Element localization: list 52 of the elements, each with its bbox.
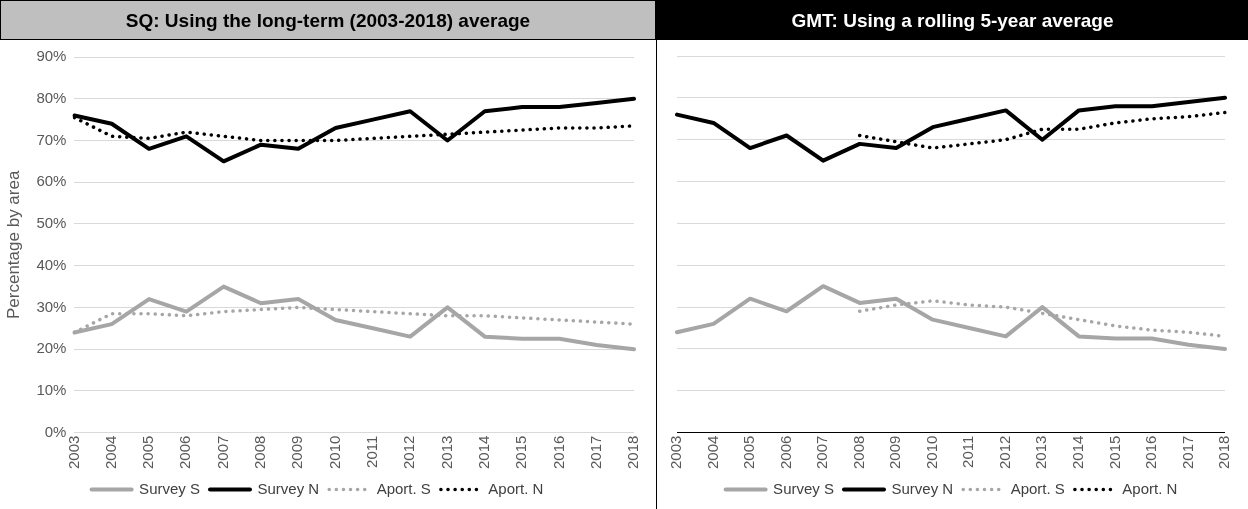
y-axis-title: Percentage by area [3,170,23,320]
x-tick-label: 2014 [474,435,492,470]
legend-label: Aport. N [488,479,544,497]
chart-title: GMT: Using a rolling 5-year average [657,0,1248,40]
legend-label: Survey N [257,479,320,497]
x-tick-label: 2006 [176,435,194,470]
legend-label: Survey N [891,479,954,497]
x-tick-label: 2012 [400,435,418,470]
x-tick-label: 2004 [101,435,119,470]
x-tick-label: 2008 [849,435,867,470]
x-tick-label: 2011 [363,435,380,468]
y-tick-label: 40% [36,255,67,273]
y-tick-label: 10% [36,381,67,399]
chart-title: SQ: Using the long-term (2003-2018) average [0,0,656,40]
x-tick-label: 2004 [703,435,721,470]
x-tick-label: 2017 [586,435,604,470]
y-tick-label: 90% [36,47,67,65]
y-tick-label: 30% [36,297,67,315]
x-tick-label: 2018 [1215,435,1233,470]
x-tick-label: 2009 [288,435,306,470]
x-tick-label: 2014 [1069,435,1087,470]
x-tick-label: 2016 [549,435,567,470]
y-tick-label: 0% [44,422,67,440]
x-tick-label: 2003 [667,435,685,470]
x-tick-label: 2018 [624,435,642,470]
legend-label: Aport. N [1122,479,1178,497]
legend-label: Survey S [139,479,200,497]
x-tick-label: 2012 [995,435,1013,470]
legend-label: Survey S [773,479,834,497]
x-tick-label: 2007 [213,435,231,470]
x-tick-label: 2013 [1032,435,1050,470]
x-tick-label: 2008 [251,435,269,470]
x-tick-label: 2005 [740,435,758,470]
x-tick-label: 2006 [776,435,794,470]
x-tick-label: 2013 [437,435,455,470]
y-tick-label: 60% [36,172,67,190]
x-tick-label: 2007 [813,435,831,470]
x-tick-label: 2015 [1105,435,1123,470]
x-tick-label: 2005 [139,435,157,470]
legend-label: Aport. S [1010,479,1065,497]
x-tick-label: 2010 [325,435,343,470]
x-tick-label: 2010 [922,435,940,470]
x-tick-label: 2016 [1142,435,1160,470]
y-tick-label: 20% [36,339,67,357]
x-tick-label: 2011 [959,435,977,468]
y-tick-label: 50% [36,214,67,232]
y-tick-label: 80% [36,88,67,106]
x-tick-label: 2017 [1178,435,1196,470]
x-tick-label: 2009 [886,435,904,470]
legend-label: Aport. S [376,479,431,497]
y-tick-label: 70% [36,130,67,148]
x-tick-label: 2015 [512,435,530,470]
